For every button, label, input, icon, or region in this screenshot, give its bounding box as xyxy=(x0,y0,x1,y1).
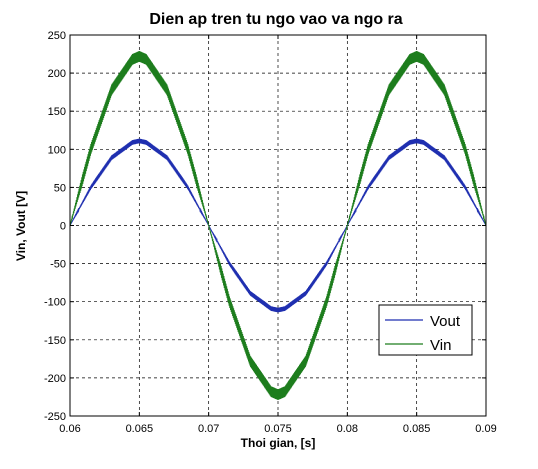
x-axis-ticks: 0.06 0.065 0.07 0.075 0.08 0.085 0.09 xyxy=(59,35,497,435)
y-tick-label: 150 xyxy=(48,106,66,118)
series-layer xyxy=(69,50,487,400)
legend-label-vout: Vout xyxy=(430,313,461,330)
x-axis-label: Thoi gian, [s] xyxy=(241,436,316,450)
legend[interactable]: Vout Vin xyxy=(378,304,473,356)
y-axis-label: Vin, Vout [V] xyxy=(14,191,28,261)
y-tick-label: -150 xyxy=(44,335,66,347)
x-tick-label: 0.065 xyxy=(126,423,154,435)
y-tick-label: -200 xyxy=(44,373,66,385)
y-tick-label: 50 xyxy=(54,182,66,194)
y-tick-label: 200 xyxy=(48,68,66,80)
y-tick-label: -50 xyxy=(50,259,66,271)
y-tick-label: 250 xyxy=(48,30,66,42)
series-line-vout xyxy=(69,138,487,313)
y-axis-ticks: -250 -200 -150 -100 -50 0 50 100 150 200 250 xyxy=(44,30,486,423)
x-tick-label: 0.09 xyxy=(475,423,496,435)
x-tick-label: 0.085 xyxy=(403,423,431,435)
y-tick-label: -100 xyxy=(44,297,66,309)
legend-box xyxy=(378,304,473,356)
x-tick-label: 0.08 xyxy=(337,423,358,435)
y-tick-label: 100 xyxy=(48,144,66,156)
x-tick-label: 0.06 xyxy=(59,423,80,435)
legend-label-vin: Vin xyxy=(430,337,451,354)
y-tick-label: -250 xyxy=(44,411,66,423)
x-tick-label: 0.07 xyxy=(198,423,219,435)
x-tick-label: 0.075 xyxy=(264,423,292,435)
y-tick-label: 0 xyxy=(60,221,66,233)
series-line-vin xyxy=(69,50,487,400)
chart-title: Dien ap tren tu ngo vao va ngo ra xyxy=(149,11,402,28)
